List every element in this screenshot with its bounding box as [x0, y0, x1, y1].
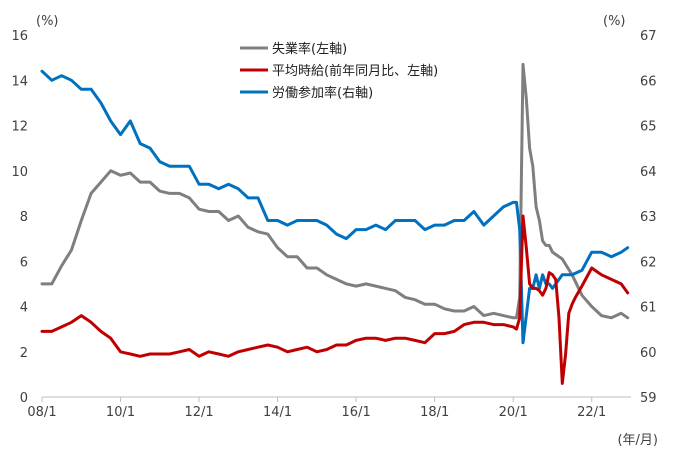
left-tick-label: 2	[20, 346, 28, 361]
right-tick-label: 64	[640, 165, 657, 180]
left-axis-unit: (%)	[36, 14, 59, 29]
right-axis: 59 60 61 62 63 64 65 66 67	[640, 29, 657, 406]
left-tick-label: 8	[20, 210, 28, 225]
x-tick-label: 08/1	[27, 405, 56, 420]
right-tick-label: 65	[640, 120, 657, 135]
right-axis-unit: (%)	[603, 14, 626, 29]
plot-area	[40, 62, 630, 385]
left-tick-label: 6	[20, 255, 28, 270]
legend-label: 労働参加率(右軸)	[272, 85, 373, 101]
x-tick-label: 10/1	[106, 405, 135, 420]
series-line-1	[40, 62, 630, 320]
x-tick-label: 18/1	[420, 405, 449, 420]
legend-label: 平均時給(前年同月比、左軸)	[272, 63, 438, 79]
left-tick-label: 0	[20, 391, 28, 406]
right-tick-label: 60	[640, 346, 657, 361]
x-tick-label: 22/1	[577, 405, 606, 420]
legend-label: 失業率(左軸)	[272, 41, 347, 57]
left-tick-label: 16	[11, 29, 28, 44]
right-tick-label: 62	[640, 255, 657, 270]
series-line-2	[40, 214, 630, 385]
series-line-3	[40, 69, 630, 345]
x-axis: 08/1 10/1 12/1 14/1 16/1 18/1 20/1 22/1	[27, 397, 606, 420]
right-tick-label: 66	[640, 74, 657, 89]
right-tick-label: 61	[640, 301, 657, 316]
left-axis: 0 2 4 6 8 10 12 14 16	[11, 29, 28, 406]
left-tick-label: 10	[11, 165, 28, 180]
x-tick-label: 16/1	[342, 405, 371, 420]
right-tick-label: 59	[640, 391, 657, 406]
left-tick-label: 12	[11, 120, 28, 135]
right-tick-label: 63	[640, 210, 657, 225]
x-tick-label: 20/1	[499, 405, 528, 420]
x-tick-label: 14/1	[263, 405, 292, 420]
x-tick-label: 12/1	[184, 405, 213, 420]
right-tick-label: 67	[640, 29, 657, 44]
x-axis-unit: (年/月)	[617, 433, 658, 448]
legend: 失業率(左軸) 平均時給(前年同月比、左軸) 労働参加率(右軸)	[240, 41, 438, 101]
left-tick-label: 4	[20, 301, 28, 316]
left-tick-label: 14	[11, 74, 28, 89]
